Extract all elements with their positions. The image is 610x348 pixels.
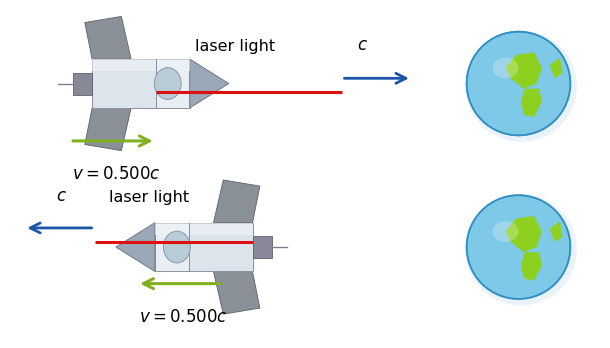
Ellipse shape	[493, 221, 518, 242]
Polygon shape	[92, 59, 190, 71]
Ellipse shape	[465, 30, 577, 142]
Ellipse shape	[154, 68, 181, 100]
Text: laser light: laser light	[195, 39, 275, 54]
Text: $c$: $c$	[56, 187, 66, 205]
Polygon shape	[155, 223, 189, 271]
Polygon shape	[155, 223, 253, 235]
Polygon shape	[506, 216, 542, 252]
Polygon shape	[550, 221, 562, 242]
Text: $v = 0.500c$: $v = 0.500c$	[71, 165, 160, 183]
Polygon shape	[521, 89, 542, 117]
Polygon shape	[85, 16, 131, 59]
Polygon shape	[550, 58, 562, 78]
Polygon shape	[73, 72, 92, 95]
Polygon shape	[190, 59, 229, 108]
Text: $v = 0.500c$: $v = 0.500c$	[138, 308, 228, 326]
Ellipse shape	[467, 32, 570, 135]
Polygon shape	[189, 223, 253, 271]
Ellipse shape	[493, 58, 518, 78]
Ellipse shape	[465, 194, 577, 306]
Polygon shape	[214, 180, 260, 223]
Polygon shape	[116, 223, 155, 271]
Polygon shape	[92, 59, 156, 108]
Ellipse shape	[163, 231, 190, 263]
Polygon shape	[214, 271, 260, 314]
Polygon shape	[156, 59, 190, 108]
Text: laser light: laser light	[109, 190, 190, 205]
Polygon shape	[85, 108, 131, 151]
Text: $c$: $c$	[357, 36, 368, 54]
Ellipse shape	[467, 195, 570, 299]
Polygon shape	[253, 236, 272, 258]
Polygon shape	[506, 53, 542, 89]
Polygon shape	[521, 252, 542, 281]
